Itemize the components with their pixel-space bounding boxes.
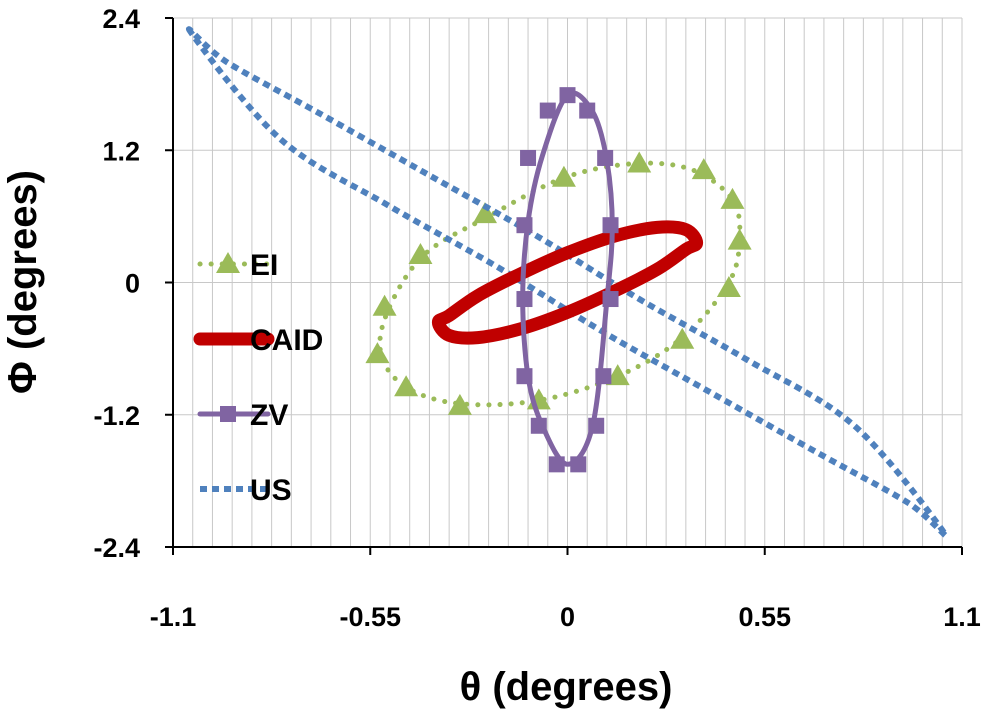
data-point-ei — [408, 242, 433, 264]
data-point-zv — [516, 291, 533, 308]
data-point-ei — [716, 276, 741, 298]
legend-marker-ei — [216, 252, 240, 273]
data-point-ei — [727, 228, 752, 250]
legend-entry-zv: ZV — [197, 399, 288, 432]
x-axis-title: θ (degrees) — [460, 665, 673, 709]
data-point-ei — [365, 342, 390, 364]
series-caid — [431, 220, 704, 345]
series-line-caid — [431, 220, 704, 345]
x-tick-label: -1.1 — [150, 602, 197, 632]
data-point-zv — [588, 417, 605, 434]
legend-label-us: US — [250, 474, 292, 507]
y-tick-label: 1.2 — [102, 136, 140, 166]
series-layer — [186, 26, 949, 539]
x-tick-label: 0.55 — [738, 602, 791, 632]
data-point-ei — [394, 375, 419, 397]
axes — [165, 17, 963, 555]
series-us — [186, 26, 949, 539]
y-tick-label: 0 — [125, 269, 140, 299]
data-point-zv — [530, 417, 547, 434]
legend-label-caid: CAID — [250, 324, 323, 357]
series-line-us — [186, 26, 949, 539]
data-point-ei — [473, 202, 498, 224]
data-point-zv — [602, 291, 619, 308]
data-point-ei — [627, 151, 652, 173]
data-point-zv — [520, 149, 537, 166]
legend-entry-caid: CAID — [193, 324, 323, 357]
data-point-zv — [516, 217, 533, 234]
series-zv — [516, 87, 619, 473]
data-point-ei — [670, 327, 695, 349]
data-point-ei — [605, 364, 630, 386]
data-point-zv — [570, 456, 587, 473]
data-point-zv — [539, 102, 556, 119]
legend-marker-zv — [220, 406, 236, 422]
data-point-zv — [597, 149, 614, 166]
x-tick-label: 0 — [560, 602, 575, 632]
y-tick-label: -2.4 — [93, 533, 140, 563]
data-point-zv — [559, 87, 576, 104]
data-point-ei — [372, 294, 397, 316]
data-point-ei — [447, 393, 472, 415]
data-point-zv — [516, 368, 533, 385]
x-tick-label: -0.55 — [339, 602, 401, 632]
y-tick-label: 2.4 — [102, 4, 140, 34]
data-point-zv — [579, 102, 596, 119]
data-point-ei — [551, 165, 576, 187]
data-point-zv — [595, 368, 612, 385]
legend-entry-us: US — [200, 474, 292, 507]
data-point-zv — [548, 456, 565, 473]
legend-label-zv: ZV — [250, 399, 288, 432]
x-tick-label: 1.1 — [943, 602, 981, 632]
series-ei — [365, 151, 752, 415]
tick-labels: -1.1 -0.55 0 0.55 1.1 2.4 1.2 0 -1.2 -2.4 — [93, 4, 980, 632]
y-tick-label: -1.2 — [93, 401, 140, 431]
legend: EI CAID ZV US — [193, 249, 323, 507]
data-point-zv — [602, 217, 619, 234]
legend-entry-ei: EI — [197, 249, 278, 282]
y-axis-title: Φ (degrees) — [1, 170, 45, 394]
data-point-ei — [720, 187, 745, 209]
data-point-ei — [691, 158, 716, 180]
legend-label-ei: EI — [250, 249, 278, 282]
